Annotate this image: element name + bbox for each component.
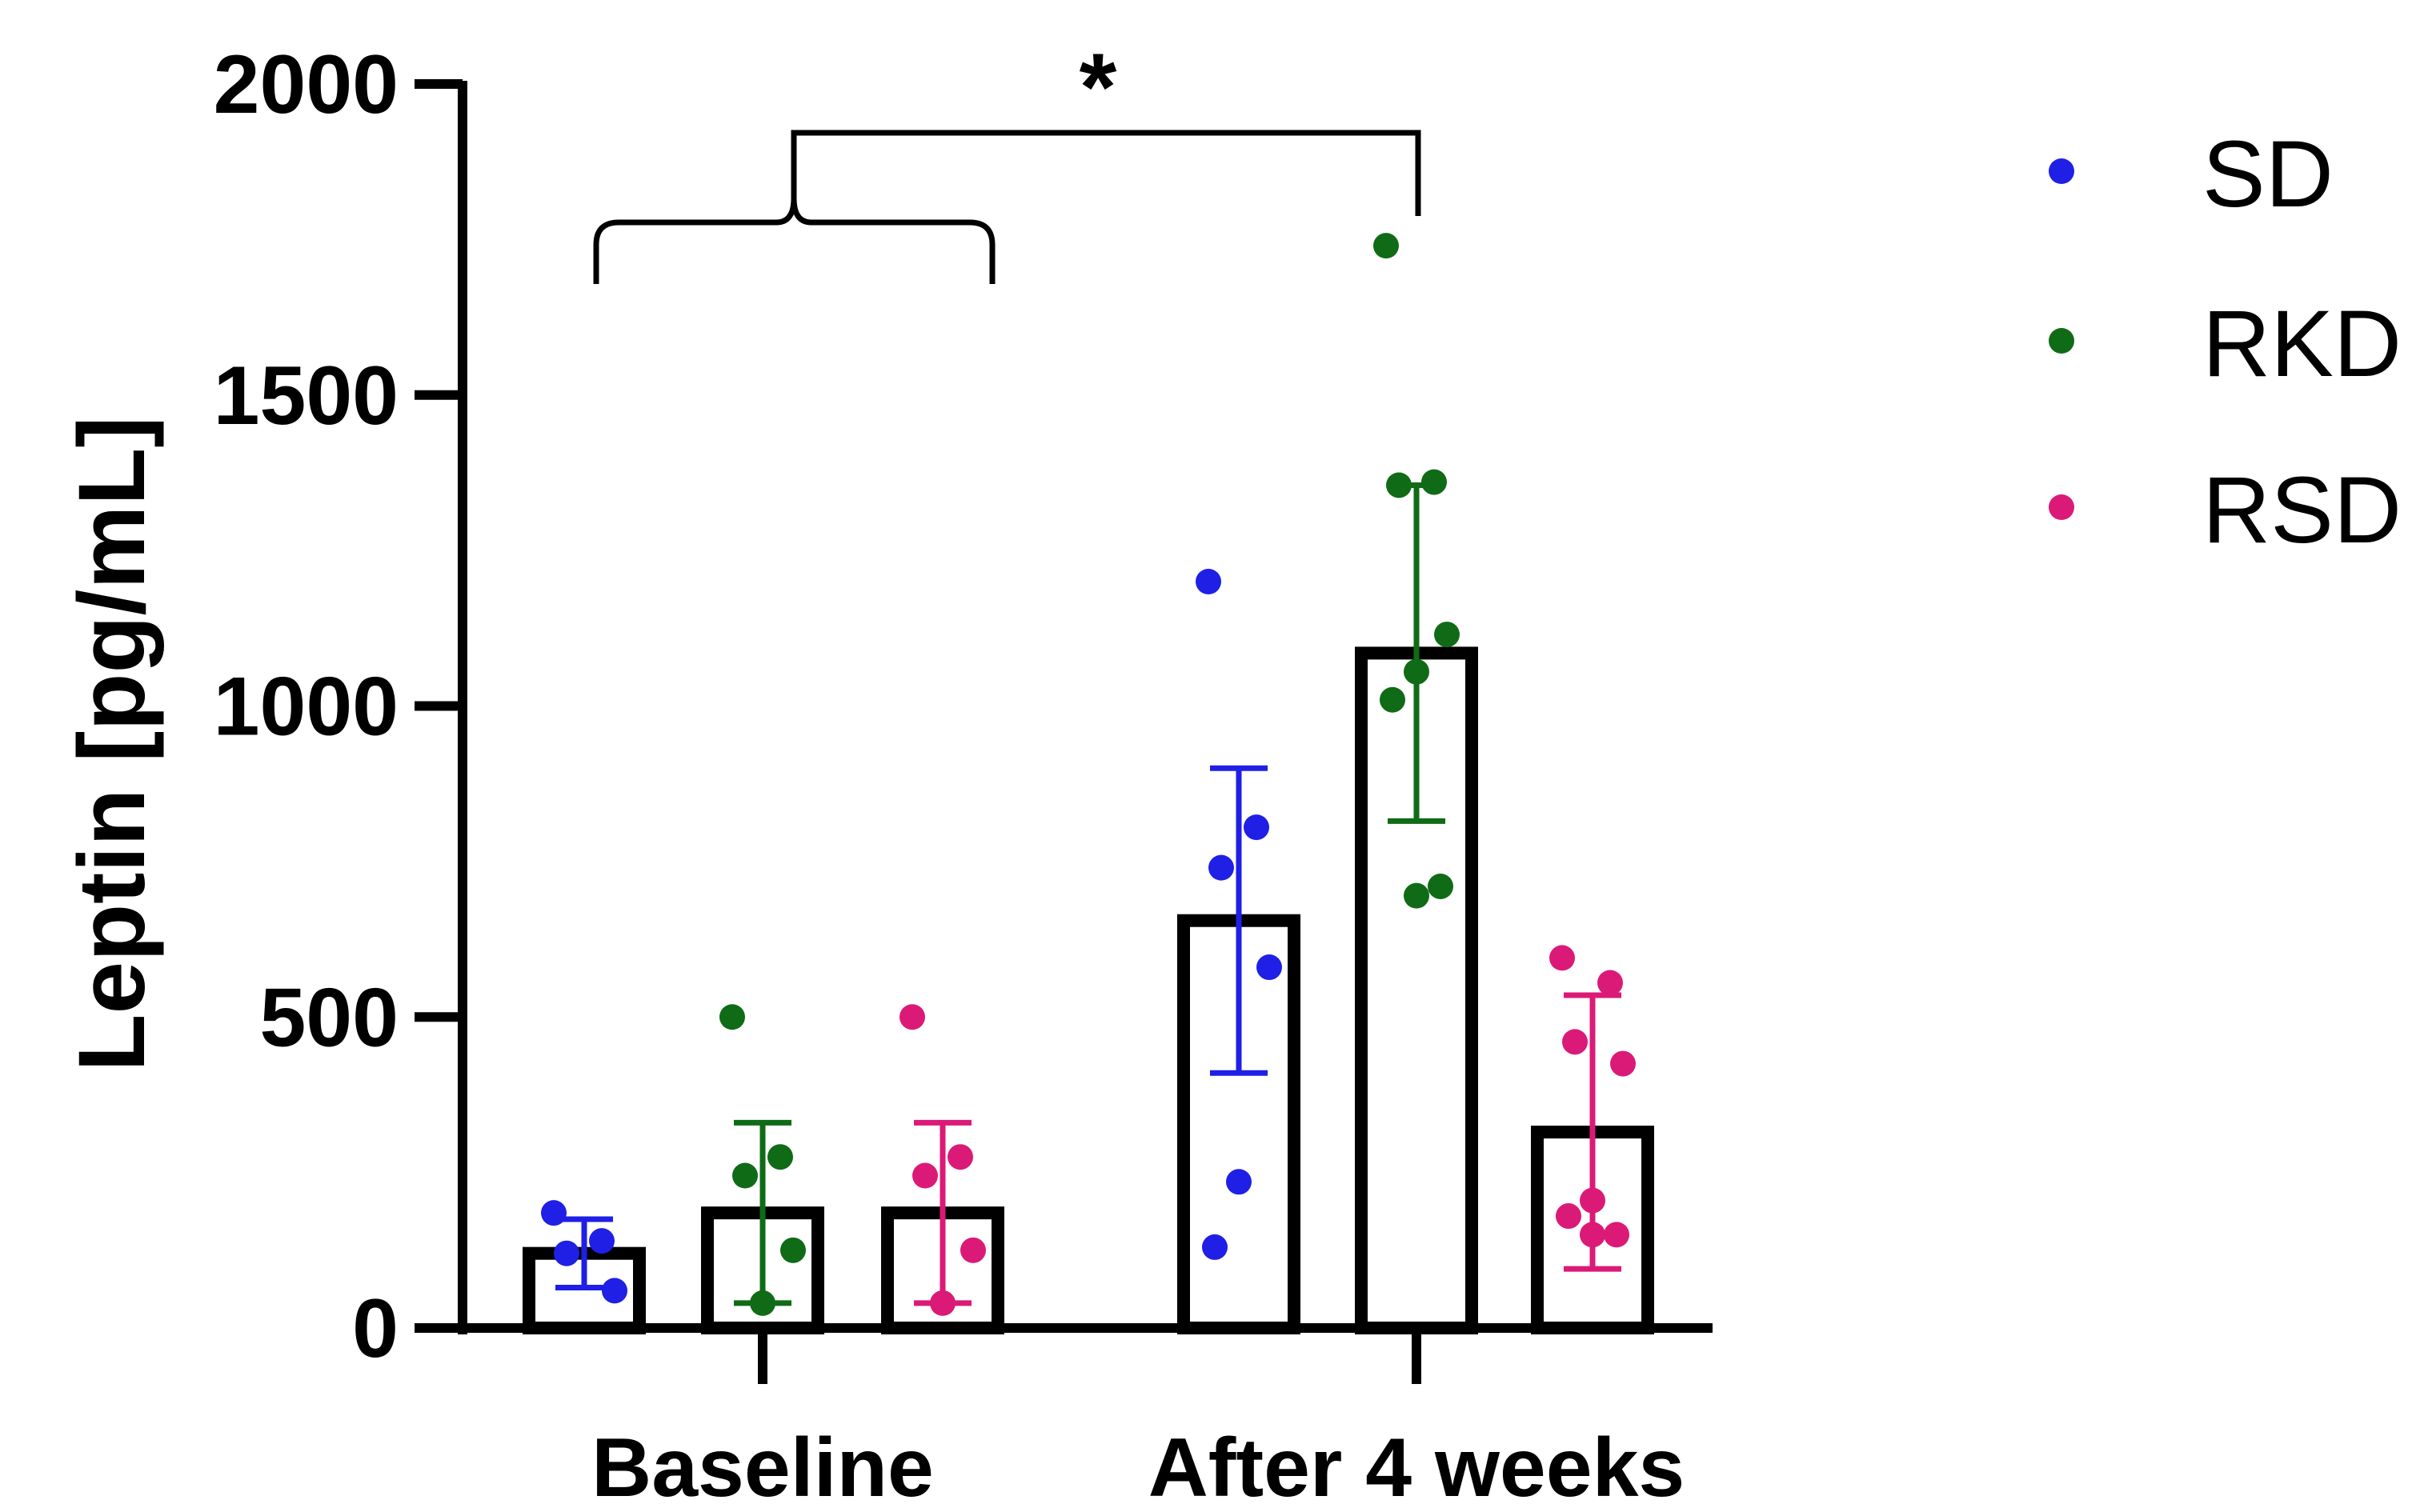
- points-layer: [541, 233, 1636, 1316]
- data-point-rsd: [1562, 1029, 1588, 1055]
- axes-layer: 0 500 1000 1500 2000 Baseline After 4 weeks: [214, 38, 1713, 1512]
- data-point-rkd: [1380, 686, 1405, 713]
- data-point-sd: [589, 1228, 615, 1254]
- data-point-rkd: [767, 1144, 793, 1170]
- data-point-rsd: [1580, 1187, 1605, 1214]
- y-tick-label: 1000: [214, 661, 399, 754]
- x-tick-label: Baseline: [591, 1422, 934, 1512]
- data-point-rsd: [960, 1237, 986, 1263]
- data-point-sd: [1256, 954, 1282, 981]
- data-point-rsd: [1610, 1050, 1636, 1077]
- data-point-rsd: [1604, 1222, 1629, 1248]
- data-point-rsd: [912, 1162, 938, 1189]
- legend-marker-rsd: [2049, 494, 2074, 520]
- data-point-rkd: [732, 1162, 758, 1189]
- data-point-rsd: [930, 1290, 956, 1316]
- data-point-rsd: [1549, 945, 1575, 971]
- data-point-sd: [1196, 569, 1221, 594]
- data-point-sd: [541, 1200, 567, 1226]
- legend: SD RKD RSD: [2049, 122, 2402, 563]
- data-point-rsd: [1597, 970, 1623, 996]
- y-tick-label: 1500: [214, 350, 399, 442]
- y-tick-label: 500: [259, 971, 399, 1064]
- legend-label-rkd: RKD: [2202, 291, 2402, 397]
- legend-marker-sd: [2049, 158, 2074, 184]
- bar-rkd-after-4-weeks: [1355, 646, 1478, 1334]
- y-tick-label: 2000: [214, 38, 399, 131]
- bars-layer: [523, 646, 1654, 1335]
- legend-label-sd: SD: [2202, 122, 2334, 227]
- data-point-sd: [1202, 1234, 1228, 1260]
- data-point-sd: [1226, 1169, 1252, 1195]
- data-point-rsd: [948, 1144, 973, 1170]
- annotation-layer: *: [593, 34, 1421, 284]
- data-point-rkd: [1421, 469, 1447, 495]
- baseline-group-brace: [593, 198, 996, 284]
- data-point-rkd: [1404, 658, 1429, 685]
- data-point-rkd: [719, 1004, 745, 1030]
- data-point-sd: [1208, 854, 1234, 881]
- data-point-rkd: [750, 1290, 775, 1316]
- data-point-sd: [602, 1278, 627, 1304]
- data-point-rkd: [780, 1237, 806, 1263]
- significance-bracket: [791, 130, 1421, 216]
- data-point-rkd: [1386, 472, 1412, 498]
- data-point-rkd: [1428, 873, 1453, 899]
- y-axis-title: Leptin [pg/mL]: [59, 416, 165, 1071]
- data-point-rsd: [899, 1004, 925, 1030]
- data-point-rkd: [1373, 233, 1399, 259]
- data-point-rkd: [1404, 882, 1429, 909]
- legend-label-rsd: RSD: [2202, 458, 2402, 563]
- x-tick-label: After 4 weeks: [1148, 1422, 1685, 1512]
- data-point-rkd: [1434, 622, 1460, 648]
- data-point-sd: [1244, 814, 1269, 841]
- data-point-sd: [554, 1240, 579, 1266]
- significance-star: *: [1080, 34, 1117, 141]
- y-tick-label: 0: [352, 1282, 399, 1375]
- data-point-rsd: [1580, 1222, 1605, 1248]
- data-point-rsd: [1556, 1203, 1581, 1230]
- legend-marker-rkd: [2049, 328, 2074, 354]
